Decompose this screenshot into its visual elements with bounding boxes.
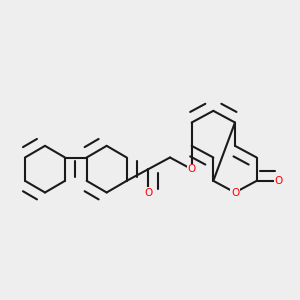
- Text: O: O: [144, 188, 152, 197]
- Text: O: O: [274, 176, 283, 186]
- Text: O: O: [188, 164, 196, 174]
- Text: O: O: [231, 188, 239, 197]
